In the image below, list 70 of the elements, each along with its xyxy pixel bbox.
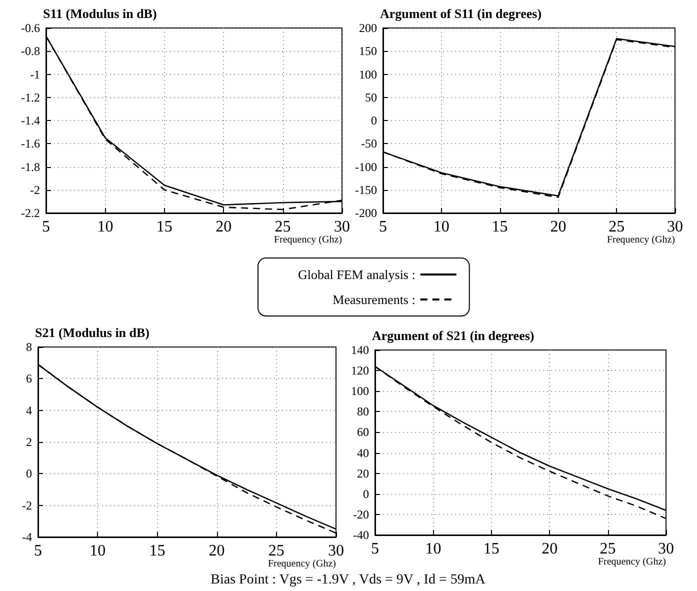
y-tick-label: 2 xyxy=(26,435,32,449)
x-tick-label: 5 xyxy=(379,218,387,236)
x-axis-title: Frequency (Ghz) xyxy=(606,234,675,246)
y-tick-label: -1.2 xyxy=(21,90,40,104)
y-tick-label: 100 xyxy=(359,67,377,82)
x-tick-label: 25 xyxy=(268,542,284,560)
x-tick-label: 20 xyxy=(216,218,232,236)
x-tick-label: 5 xyxy=(34,542,42,560)
y-tick-label: 60 xyxy=(357,425,369,440)
x-tick-label: 30 xyxy=(328,542,344,560)
text: Bias Point : Vgs = -1.9V , Vds = 9V , Id = 59mA xyxy=(210,572,486,588)
y-tick-label: -2.2 xyxy=(21,206,40,220)
x-tick-label: 10 xyxy=(90,542,106,560)
y-tick-label: -1.6 xyxy=(21,136,40,151)
chart-title: S11 (Modulus in dB) xyxy=(43,6,157,21)
chart-title: Argument of S21 (in degrees) xyxy=(372,328,534,343)
y-tick-label: 0 xyxy=(371,114,377,128)
y-tick-label: 20 xyxy=(357,466,369,480)
y-tick-label: -2 xyxy=(22,498,32,512)
y-tick-label: -1 xyxy=(30,67,40,82)
y-tick-label: 50 xyxy=(365,90,377,104)
y-tick-label: 140 xyxy=(351,343,369,357)
x-tick-label: 15 xyxy=(492,218,508,236)
x-tick-label: 15 xyxy=(483,540,500,558)
y-tick-label: -1.4 xyxy=(21,114,40,128)
y-tick-label: -50 xyxy=(361,136,377,151)
x-tick-label: 25 xyxy=(600,540,616,558)
x-tick-label: 20 xyxy=(542,540,558,558)
x-axis-title: Frequency (Ghz) xyxy=(274,234,342,246)
y-tick-label: 100 xyxy=(351,384,369,398)
chart-title: Argument of S11 (in degrees) xyxy=(380,6,542,21)
x-tick-label: 10 xyxy=(425,540,442,558)
x-axis-title: Frequency (Ghz) xyxy=(268,558,336,570)
x-tick-label: 30 xyxy=(658,540,674,558)
x-tick-label: 15 xyxy=(149,542,166,560)
y-tick-label: 150 xyxy=(359,44,377,58)
x-tick-label: 10 xyxy=(97,218,114,236)
x-tick-label: 30 xyxy=(667,218,683,236)
y-tick-label: 0 xyxy=(363,486,369,501)
x-tick-label: 25 xyxy=(608,218,625,236)
y-tick-label: -0.8 xyxy=(21,44,40,58)
y-tick-label: 40 xyxy=(357,446,369,460)
y-tick-label: -4 xyxy=(22,530,32,544)
y-tick-label: -40 xyxy=(353,528,369,542)
x-tick-label: 25 xyxy=(274,218,291,236)
x-tick-label: 20 xyxy=(208,542,225,560)
y-tick-label: 200 xyxy=(359,21,377,35)
y-tick-label: 80 xyxy=(357,404,369,419)
y-tick-label: -0.6 xyxy=(21,21,40,35)
x-tick-label: 15 xyxy=(156,218,172,236)
x-tick-label: 10 xyxy=(433,218,450,236)
x-tick-label: 5 xyxy=(42,218,50,236)
legend-label: Global FEM analysis : xyxy=(298,267,416,282)
y-tick-label: -100 xyxy=(355,160,377,174)
y-tick-label: 0 xyxy=(26,466,32,481)
x-axis-title: Frequency (Ghz) xyxy=(598,556,666,568)
y-tick-label: -150 xyxy=(355,182,377,197)
y-tick-label: 8 xyxy=(26,340,32,354)
y-tick-label: -20 xyxy=(353,507,369,522)
chart-title: S21 (Modulus in dB) xyxy=(35,325,150,340)
y-tick-label: -200 xyxy=(355,206,377,220)
y-tick-label: -2 xyxy=(30,182,40,197)
y-tick-label: -1.8 xyxy=(21,160,40,174)
x-tick-label: 5 xyxy=(371,540,379,558)
y-tick-label: 120 xyxy=(351,364,369,378)
legend-label: Measurements : xyxy=(332,292,416,307)
y-tick-label: 4 xyxy=(26,403,32,418)
x-tick-label: 30 xyxy=(334,218,350,236)
y-tick-label: 6 xyxy=(26,372,32,386)
x-tick-label: 20 xyxy=(550,218,566,236)
